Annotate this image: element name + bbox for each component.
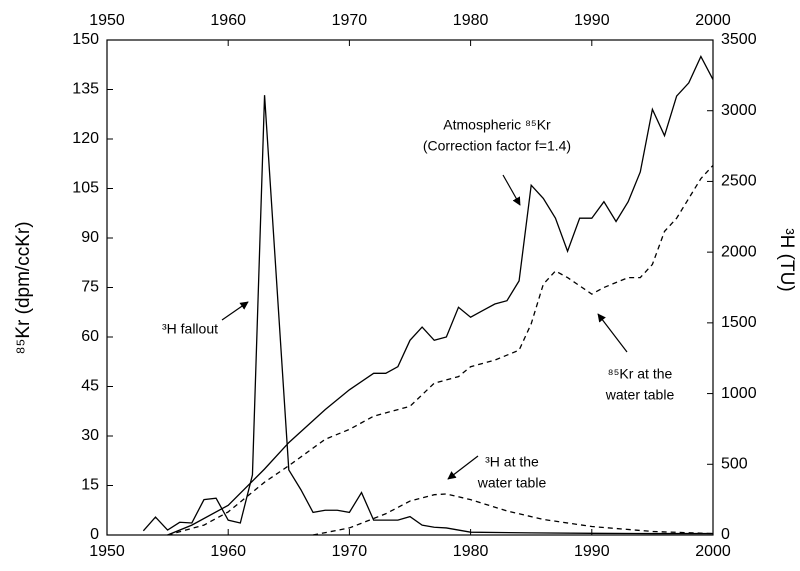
y-tick-label: 135: [72, 81, 99, 98]
x-top-tick-label: 1980: [453, 12, 489, 29]
y-axis-label: ⁸⁵Kr (dpm/ccKr): [13, 221, 34, 354]
y2-axis-label: ³H (TU): [776, 228, 797, 291]
x-tick-label: 1990: [574, 543, 610, 560]
annotation: (Correction factor f=1.4): [423, 138, 571, 154]
y-tick-label: 60: [81, 328, 99, 345]
y2-tick-label: 3500: [721, 31, 757, 48]
y2-tick-label: 0: [721, 526, 730, 543]
x-tick-label: 1950: [89, 543, 125, 560]
y-tick-label: 45: [81, 378, 99, 395]
annotation: water table: [605, 387, 675, 403]
annotation: ³H at the: [485, 454, 539, 470]
x-top-tick-label: 1950: [89, 12, 125, 29]
y-tick-label: 90: [81, 229, 99, 246]
y2-tick-label: 1500: [721, 314, 757, 331]
x-top-tick-label: 1960: [210, 12, 246, 29]
plot-frame: [106, 39, 714, 536]
y2-tick-label: 500: [721, 456, 748, 473]
y2-tick-label: 1000: [721, 385, 757, 402]
annotation-arrow: [597, 313, 628, 353]
y2-tick-label: 3000: [721, 102, 757, 119]
annotation-arrow: [447, 455, 479, 480]
annotation: ⁸⁵Kr at the: [608, 366, 673, 382]
y-tick-label: 120: [72, 130, 99, 147]
y-tick-label: 75: [81, 279, 99, 296]
x-tick-label: 1970: [332, 543, 368, 560]
y-tick-label: 150: [72, 31, 99, 48]
series-line: [312, 493, 714, 536]
x-top-tick-label: 2000: [695, 12, 731, 29]
annotation-arrow: [502, 174, 521, 206]
x-tick-label: 2000: [695, 543, 731, 560]
y-tick-label: 30: [81, 427, 99, 444]
annotation-arrow: [221, 301, 249, 321]
series-line: [167, 55, 714, 536]
y2-tick-label: 2000: [721, 243, 757, 260]
y-tick-label: 105: [72, 180, 99, 197]
y-tick-label: 0: [90, 526, 99, 543]
series-line: [142, 95, 713, 535]
x-tick-label: 1980: [453, 543, 489, 560]
x-top-tick-label: 1990: [574, 12, 610, 29]
annotation: water table: [477, 475, 547, 491]
y2-tick-label: 2500: [721, 173, 757, 190]
x-top-tick-label: 1970: [332, 12, 368, 29]
annotation: ³H fallout: [162, 321, 218, 337]
series-line: [167, 164, 714, 536]
y-tick-label: 15: [81, 477, 99, 494]
annotation: Atmospheric ⁸⁵Kr: [443, 117, 551, 133]
x-tick-label: 1960: [210, 543, 246, 560]
